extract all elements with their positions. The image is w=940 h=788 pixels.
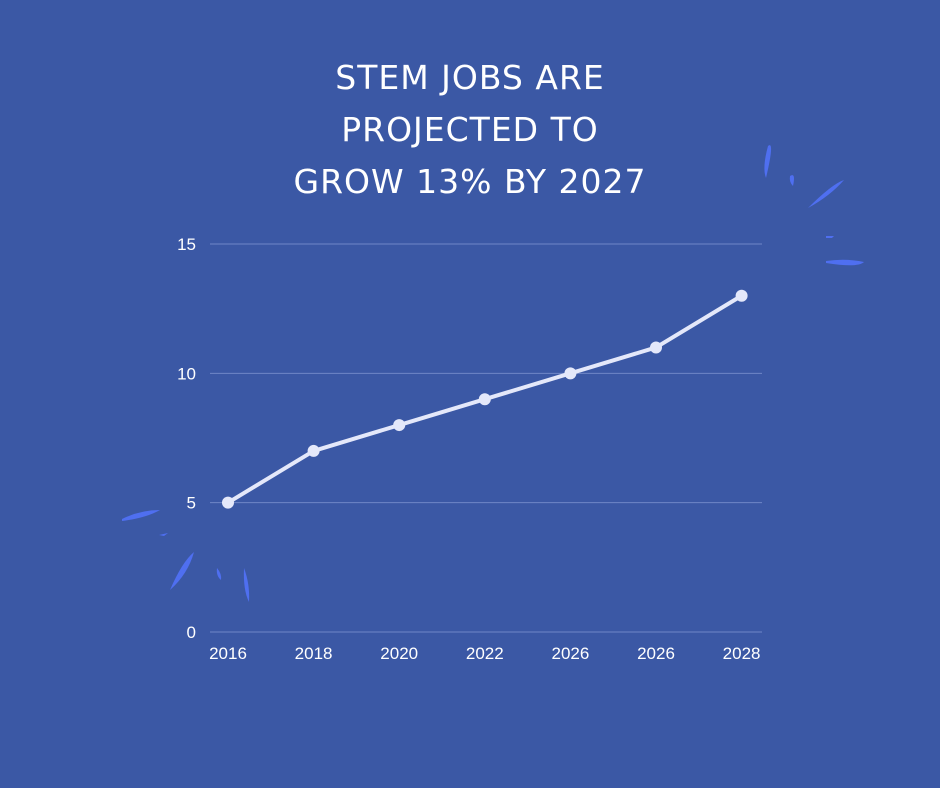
y-tick-label: 10 (177, 364, 196, 383)
burst-stroke (764, 145, 772, 178)
x-tick-label: 2022 (466, 644, 504, 663)
x-tick-label: 2026 (551, 644, 589, 663)
x-tick-label: 2020 (380, 644, 418, 663)
data-point (393, 419, 406, 432)
x-tick-label: 2016 (209, 644, 247, 663)
burst-stroke (170, 552, 194, 590)
burst-stroke (159, 533, 168, 536)
data-point (650, 341, 662, 354)
title-line-1: STEM JOBS ARE (335, 58, 605, 97)
data-point (307, 444, 320, 457)
chart-title: STEM JOBS ARE PROJECTED TO GROW 13% BY 2… (0, 52, 940, 208)
y-tick-label: 0 (187, 623, 196, 642)
data-point (478, 393, 491, 406)
x-axis: 2016 2018 2020 2022 2026 2026 2028 (209, 644, 760, 663)
title-line-2: PROJECTED TO (341, 110, 599, 149)
burst-stroke (826, 236, 834, 238)
x-tick-label: 2018 (295, 644, 333, 663)
title-line-3: GROW 13% BY 2027 (293, 162, 647, 201)
burst-stroke (216, 568, 222, 580)
grid-lines (210, 243, 762, 633)
decorative-burst-marks (122, 145, 864, 602)
data-point (222, 496, 234, 509)
data-points (222, 289, 748, 509)
y-tick-label: 5 (187, 494, 196, 513)
y-tick-label: 15 (177, 235, 196, 254)
burst-stroke (243, 568, 250, 602)
data-point (735, 289, 748, 302)
burst-stroke (122, 510, 160, 521)
burst-stroke (789, 175, 794, 186)
data-point (564, 367, 577, 380)
x-tick-label: 2026 (637, 644, 675, 663)
burst-stroke (826, 259, 864, 266)
y-axis: 0 5 10 15 (177, 235, 196, 642)
burst-stroke (808, 180, 844, 208)
x-tick-label: 2028 (723, 644, 761, 663)
